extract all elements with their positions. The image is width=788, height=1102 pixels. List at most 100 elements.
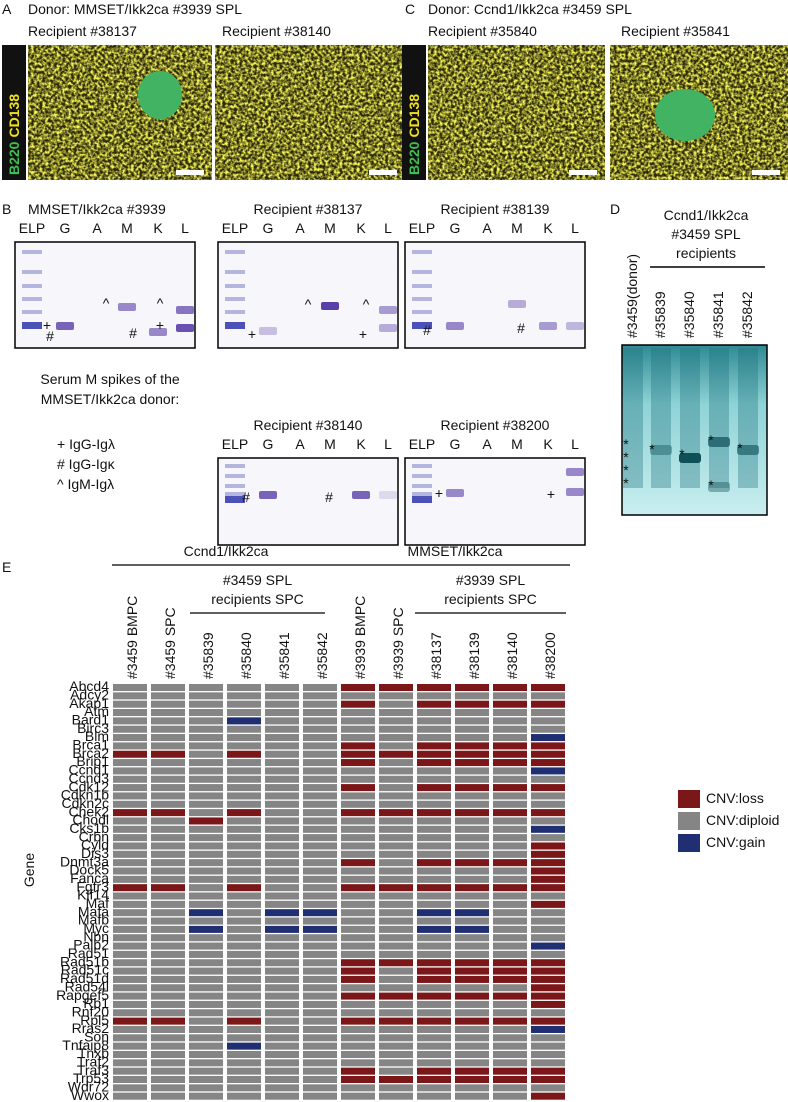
cnv-cell [189,850,223,858]
cnv-cell [113,1059,147,1067]
cnv-cell [531,1059,565,1067]
cnv-cell [113,759,147,767]
cnv-cell [341,817,375,825]
cnv-cell [493,892,527,900]
legend-label: CNV:diploid [706,812,779,828]
cnv-cell [113,1000,147,1008]
cnv-cell [113,792,147,800]
cnv-cell [531,900,565,908]
cnv-cell [151,909,185,917]
cnv-cell [417,809,451,817]
cnv-cell [379,725,413,733]
cnv-cell [265,967,299,975]
cnv-cell [417,734,451,742]
cnv-cell [417,884,451,892]
cnv-cell [531,1067,565,1075]
cnv-cell [227,784,261,792]
cnv-cell [531,984,565,992]
cnv-cell [379,742,413,750]
cnv-cell [113,959,147,967]
cnv-cell [151,734,185,742]
gel-band [118,303,136,311]
gel-band [508,300,526,308]
cnv-cell [379,767,413,775]
ladder-band [412,270,432,274]
cnv-cell [265,850,299,858]
legend-swatch [678,812,700,830]
cnv-cell [341,834,375,842]
cnv-cell [189,750,223,758]
lane-label: K [543,220,553,236]
cnv-cell [189,767,223,775]
cnv-cell [493,842,527,850]
cnv-cell [265,1042,299,1050]
cnv-cell [303,1067,337,1075]
cnv-cell [151,850,185,858]
cnv-cell [303,842,337,850]
cnv-cell [189,784,223,792]
cnv-cell [417,967,451,975]
stain-b220: B220 [6,141,22,175]
gene-label: Ccnd3 [69,770,110,786]
cnv-cell [151,725,185,733]
cnv-cell [341,742,375,750]
cnv-cell [455,709,489,717]
column-label: #35842 [314,632,330,679]
cnv-cell [227,917,261,925]
cnv-cell [151,959,185,967]
cnv-cell [151,1042,185,1050]
cnv-cell [493,875,527,883]
cnv-cell [303,884,337,892]
lane-label: M [324,220,336,236]
cnv-cell [493,884,527,892]
cnv-cell [531,934,565,942]
cnv-cell [379,842,413,850]
spike-marker: ^ [157,295,164,311]
cnv-cell [341,759,375,767]
gel-band [56,322,74,330]
lane-label: ELP [409,220,435,236]
cnv-cell [189,867,223,875]
gene-label: Traf3 [77,1062,109,1078]
cnv-cell [189,967,223,975]
gene-label: Dnmt3a [60,853,109,869]
cnv-cell [303,1050,337,1058]
cnv-cell [151,884,185,892]
cnv-cell [493,1017,527,1025]
cnv-cell [531,875,565,883]
ladder-band [412,250,432,254]
cnv-cell [531,1034,565,1042]
lane-label: A [295,220,305,236]
spike-marker: # [46,328,54,344]
cnv-cell [227,750,261,758]
gel-title: Recipient #38137 [254,201,363,217]
band-marker: * [679,446,685,462]
ladder-band [22,284,42,288]
cnv-cell [227,684,261,692]
cnv-cell [113,784,147,792]
cnv-cell [531,809,565,817]
cnv-cell [113,942,147,950]
lane-label: A [482,436,492,452]
lane-label: G [263,220,274,236]
cnv-cell [417,859,451,867]
cnv-cell [417,1092,451,1100]
group-label: MMSET/Ikk2ca [408,543,503,559]
cnv-cell [189,1092,223,1100]
stain-label: B220 CD138 [6,94,22,175]
cnv-cell [303,917,337,925]
cnv-cell [455,992,489,1000]
cnv-cell [151,1017,185,1025]
cnv-cell [379,884,413,892]
cnv-cell [113,859,147,867]
cnv-cell [341,967,375,975]
gene-label: Palb2 [73,937,109,953]
cnv-cell [303,1034,337,1042]
cnv-cell [189,709,223,717]
cnv-cell [265,1075,299,1084]
ladder-band [412,496,432,503]
spike-marker: # [129,325,137,341]
cnv-cell [227,942,261,950]
cnv-cell [303,750,337,758]
cnv-cell [189,942,223,950]
